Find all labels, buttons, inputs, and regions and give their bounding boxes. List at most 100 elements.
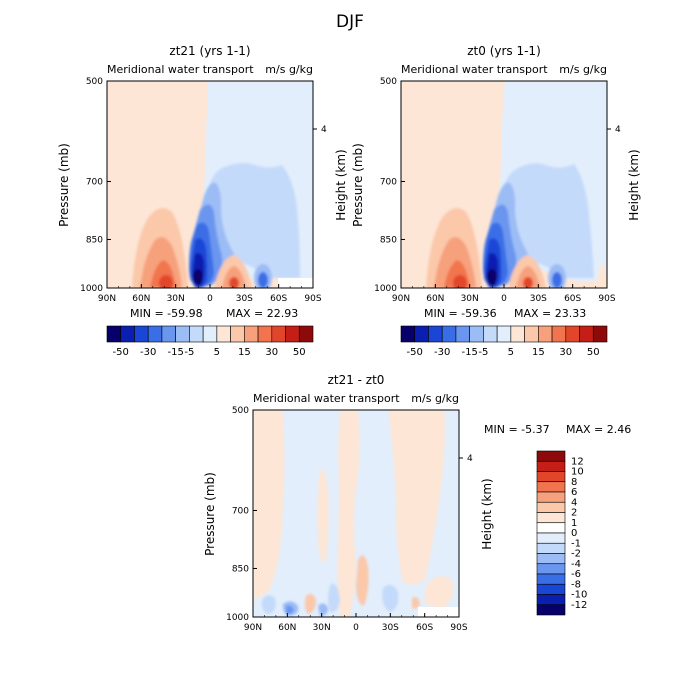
x-tick-label: 90N xyxy=(98,294,116,304)
min-value: MIN = -5.37 xyxy=(484,423,550,436)
x-tick-label: 0 xyxy=(501,294,507,304)
y-tick-label: 850 xyxy=(380,235,397,245)
legend-label: -1 xyxy=(571,538,581,549)
y-tick-label: 700 xyxy=(380,177,397,187)
y-tick-label: 1000 xyxy=(226,613,249,623)
legend-swatch xyxy=(134,325,149,343)
contour-band xyxy=(159,275,173,288)
panel-title: zt0 (yrs 1-1) xyxy=(467,44,541,58)
legend-swatch xyxy=(536,594,566,606)
legend-label: 30 xyxy=(265,347,278,358)
legend-swatch xyxy=(161,325,176,343)
legend-swatch xyxy=(106,325,122,343)
legend-swatch xyxy=(400,325,416,343)
y-tick-label: 850 xyxy=(232,564,249,574)
legend-swatch xyxy=(298,325,314,343)
panel-subtitle-right: m/s g/kg xyxy=(265,63,313,76)
legend-swatch xyxy=(244,325,259,343)
legend-label: -10 xyxy=(571,590,587,601)
x-tick-label: 60S xyxy=(564,294,581,304)
contour-band xyxy=(258,272,268,288)
legend-swatch xyxy=(536,501,566,513)
legend-label: -15 xyxy=(167,347,183,358)
contour-band xyxy=(253,410,285,600)
contour-band xyxy=(453,275,467,288)
contour-field xyxy=(107,81,313,288)
legend-label: 5 xyxy=(214,347,220,358)
y-tick-label: 1000 xyxy=(374,284,397,294)
y-axis-label: Pressure (mb) xyxy=(57,143,71,227)
legend-label: 8 xyxy=(571,477,577,488)
x-tick-label: 90S xyxy=(598,294,615,304)
panel-subtitle-right: m/s g/kg xyxy=(559,63,607,76)
panel-zt21: zt21 (yrs 1-1) Meridional water transpor… xyxy=(57,44,348,358)
legend-swatch xyxy=(536,563,566,575)
legend-swatch xyxy=(257,325,273,343)
legend-swatch xyxy=(536,583,566,595)
legend-label: 6 xyxy=(571,487,577,498)
panel-difference: zt21 - zt0 Meridional water transport m/… xyxy=(203,373,631,633)
legend-swatch xyxy=(536,491,566,503)
below-ground-mask xyxy=(278,278,313,288)
panel-title: zt21 - zt0 xyxy=(328,373,385,387)
x-tick-label: 60S xyxy=(416,623,433,633)
legend-label: -15 xyxy=(461,347,477,358)
legend-label: 1 xyxy=(571,518,577,529)
legend-swatch xyxy=(536,471,566,483)
legend-swatch xyxy=(524,325,539,343)
legend-swatch xyxy=(496,325,512,343)
legend-swatch xyxy=(469,325,484,343)
legend-label: -50 xyxy=(113,347,129,358)
contour-band xyxy=(388,410,446,585)
legend-swatch xyxy=(536,450,566,462)
legend-swatch xyxy=(202,325,218,343)
y-right-tick-label: 4 xyxy=(321,125,327,135)
x-tick-label: 90N xyxy=(392,294,410,304)
legend-label: -12 xyxy=(571,600,587,611)
y-axis-label-right: Height (km) xyxy=(334,149,348,220)
legend-label: -5 xyxy=(478,347,488,358)
legend-swatch xyxy=(285,325,300,343)
legend-swatch xyxy=(441,325,457,343)
legend-swatch xyxy=(147,325,163,343)
legend-label: 12 xyxy=(571,456,584,467)
contour-band xyxy=(261,595,276,614)
legend-swatch xyxy=(175,325,190,343)
legend-label: 0 xyxy=(571,528,577,539)
legend-swatch xyxy=(592,325,608,343)
legend-swatch xyxy=(536,532,566,544)
x-tick-label: 30N xyxy=(167,294,185,304)
y-right-tick-label: 4 xyxy=(615,125,621,135)
legend-swatch xyxy=(230,325,245,343)
contour-band xyxy=(487,269,497,285)
legend-label: 50 xyxy=(293,347,306,358)
max-value: MAX = 22.93 xyxy=(226,307,298,320)
contour-band xyxy=(318,603,328,616)
contour-band xyxy=(523,277,533,288)
legend-swatch xyxy=(536,553,566,565)
legend-label: 4 xyxy=(571,497,577,508)
panel-title: zt21 (yrs 1-1) xyxy=(169,44,250,58)
y-tick-label: 500 xyxy=(86,77,103,87)
y-tick-label: 500 xyxy=(232,406,249,416)
y-axis-label: Pressure (mb) xyxy=(203,472,217,556)
panel-subtitle-left: Meridional water transport xyxy=(253,392,400,405)
legend-swatch xyxy=(455,325,470,343)
legend-label: 5 xyxy=(508,347,514,358)
legend-label: -50 xyxy=(407,347,423,358)
panel-subtitle-right: m/s g/kg xyxy=(411,392,459,405)
legend-swatch xyxy=(536,573,566,585)
legend-label: 15 xyxy=(532,347,545,358)
x-tick-label: 90S xyxy=(450,623,467,633)
legend-label: -30 xyxy=(434,347,450,358)
contour-band xyxy=(328,584,340,613)
panel-subtitle-left: Meridional water transport xyxy=(401,63,548,76)
legend-label: 2 xyxy=(571,508,577,519)
y-right-tick-label: 4 xyxy=(467,454,473,464)
x-tick-label: 90N xyxy=(244,623,262,633)
legend-label: -2 xyxy=(571,549,581,560)
x-tick-label: 60S xyxy=(270,294,287,304)
legend-swatch xyxy=(428,325,443,343)
panel-zt0: zt0 (yrs 1-1) Meridional water transport… xyxy=(351,44,641,358)
